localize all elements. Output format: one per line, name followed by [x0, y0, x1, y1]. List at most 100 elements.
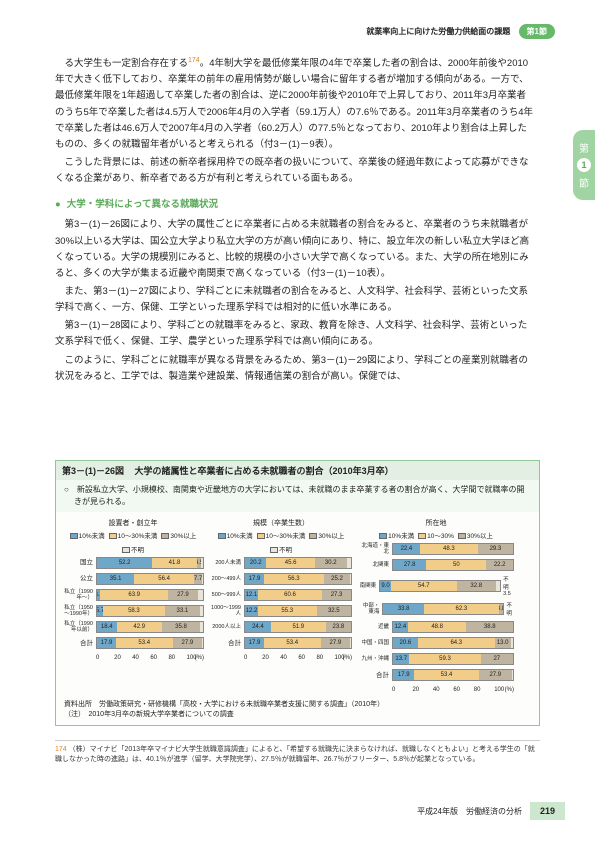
bar-segment: 27.9	[479, 670, 512, 680]
chart-title: 規模（卒業生数）	[210, 518, 352, 528]
bar-row: 中部・東海33.862.33.8不明	[358, 601, 514, 617]
bar-segment: 17.9	[245, 638, 264, 648]
bar-row: 近畿12.448.838.8	[358, 621, 514, 633]
chart-axis: 020406080100(%)	[358, 687, 514, 693]
bar-annotation: 不明3.5	[503, 575, 514, 597]
bar: 27.85022.2	[392, 559, 514, 571]
bar: 20.664.313.0	[392, 637, 514, 649]
bar-segment	[496, 581, 500, 591]
chart-column-1: 設置者・創立年10%未満10～30%未満30%以上不明国立52.241.84.5…	[62, 518, 204, 661]
bar-segment: 42.9	[117, 622, 162, 632]
bar-segment: 59.3	[409, 654, 480, 664]
bar-segment: 33.1	[165, 606, 200, 616]
bar-row: 合計17.953.427.9	[358, 669, 514, 681]
bar-row: 500～999人12.160.627.3	[210, 589, 352, 601]
chart-title: 設置者・創立年	[62, 518, 204, 528]
bar-row: 南関東9.054.732.8不明3.5	[358, 575, 514, 597]
bar-segment: 22.4	[393, 544, 420, 554]
bar: 22.448.329.3	[392, 543, 514, 555]
bar-segment: 53.4	[116, 638, 173, 648]
footer-text: 平成24年版 労働経済の分析	[417, 806, 522, 817]
bar-segment: 51.9	[271, 622, 326, 632]
side-tab-num: 1	[577, 158, 591, 172]
bar-row: 合計17.953.427.9	[62, 637, 204, 649]
bar-segment: 30.2	[315, 558, 347, 568]
bar-segment: 56.3	[264, 574, 324, 584]
bar-segment: 17.9	[97, 638, 116, 648]
bar-segment: 29.3	[478, 544, 513, 554]
bar-segment: 54.7	[391, 581, 457, 591]
bar-label: 北関東	[358, 562, 392, 568]
bar-label: 九州・沖縄	[358, 656, 392, 662]
bar: 12.448.838.8	[392, 621, 514, 633]
side-tab-top: 第	[579, 140, 589, 155]
page-number: 219	[530, 802, 565, 820]
bar-label: 私立（1990年以前）	[62, 621, 96, 633]
bar-label: 北海道・東北	[358, 543, 392, 555]
figure-3-1-26: 第3－(1)－26図 大学の諸属性と卒業者に占める未就職者の割合（2010年3月…	[55, 460, 540, 726]
bar-row: 北海道・東北22.448.329.3	[358, 543, 514, 555]
bar-segment: 20.6	[393, 638, 418, 648]
bar-segment: 41.8	[152, 558, 196, 568]
bar-label: 合計	[62, 640, 96, 647]
bar-segment: 13.0	[495, 638, 511, 648]
bar: 17.953.427.9	[96, 637, 204, 649]
bar-segment: 17.9	[393, 670, 414, 680]
figure-title: 大学の諸属性と卒業者に占める未就職者の割合（2010年3月卒）	[135, 466, 394, 476]
bar-annotation: 不明	[506, 601, 514, 617]
footnote-body: （株）マイナビ「2013年卒マイナビ大学生就職意識調査」によると、「希望する就職…	[55, 746, 535, 763]
bar-label: 合計	[358, 672, 392, 679]
bar-segment: 48.8	[408, 622, 467, 632]
bar-segment: 7.7	[194, 574, 202, 584]
bar-row: 九州・沖縄13.759.327	[358, 653, 514, 665]
bar-segment	[350, 638, 351, 648]
chart-column-3: 所在地10%未満10～30%30%以上北海道・東北22.448.329.3北関東…	[358, 518, 514, 693]
bar-label: 南関東	[358, 583, 379, 589]
main-content: る大学生も一定割合存在する174。4年制大学を最低修業年限の4年で卒業した者の割…	[55, 55, 535, 387]
bar-segment: 52.2	[97, 558, 152, 568]
bar-label: 中国・四国	[358, 640, 392, 646]
bar-segment: 24.4	[245, 622, 271, 632]
bar-label: 私立（1990年～）	[62, 589, 96, 601]
bar-row: 北関東27.85022.2	[358, 559, 514, 571]
bar-segment: 22.2	[486, 560, 513, 570]
bar: 12.160.627.3	[244, 589, 352, 601]
bar: 9.054.732.8	[379, 580, 501, 592]
chart-legend: 10%未満10～30%未満30%以上不明	[210, 530, 352, 554]
bar-row: 私立（1990年以前）18.442.935.8	[62, 621, 204, 633]
bar-segment: 45.6	[266, 558, 314, 568]
side-tab: 第 1 節	[573, 130, 595, 200]
bar-segment: 35.8	[162, 622, 200, 632]
paragraph-6: このように、学科ごとに就職率が異なる背景をみるため、第3－(1)－29図により、…	[55, 353, 535, 385]
side-tab-bottom: 節	[579, 175, 589, 190]
paragraph-1: る大学生も一定割合存在する174。4年制大学を最低修業年限の4年で卒業した者の割…	[55, 55, 535, 153]
bar-segment: 55.3	[258, 606, 317, 616]
bar-segment: 53.4	[264, 638, 321, 648]
bar: 17.953.427.9	[392, 669, 514, 681]
bar-segment: 53.4	[414, 670, 478, 680]
bar-segment: 64.3	[418, 638, 495, 648]
bar-segment: 63.9	[100, 590, 168, 600]
bar: 13.759.327	[392, 653, 514, 665]
bar-segment	[512, 670, 513, 680]
page-header: 就業率向上に向けた労働力供給面の課題 第1節	[366, 24, 555, 39]
bar-segment: 20.2	[245, 558, 266, 568]
header-text: 就業率向上に向けた労働力供給面の課題	[366, 27, 510, 36]
bar-segment	[202, 574, 203, 584]
bar-segment: 32.5	[317, 606, 351, 616]
bar-segment	[201, 558, 203, 568]
bar-segment: 12.2	[245, 606, 258, 616]
bar: 3.263.927.9	[96, 589, 204, 601]
bar-segment	[511, 638, 514, 648]
bar: 20.245.630.2	[244, 557, 352, 569]
footnote-174: 174 （株）マイナビ「2013年卒マイナビ大学生就職意識調査」によると、「希望…	[55, 740, 540, 765]
bar: 52.241.84.5	[96, 557, 204, 569]
section-heading: 大学・学科によって異なる就職状況	[55, 197, 535, 213]
bar-segment: 12.1	[245, 590, 258, 600]
bar-label: 200人未満	[210, 560, 244, 566]
chart-legend: 10%未満10～30%未満30%以上不明	[62, 530, 204, 554]
figure-title-bar: 第3－(1)－26図 大学の諸属性と卒業者に占める未就職者の割合（2010年3月…	[56, 461, 539, 480]
bar-row: 1000～1999人12.255.332.5	[210, 605, 352, 617]
bar-segment	[198, 590, 203, 600]
bar-segment	[200, 606, 203, 616]
